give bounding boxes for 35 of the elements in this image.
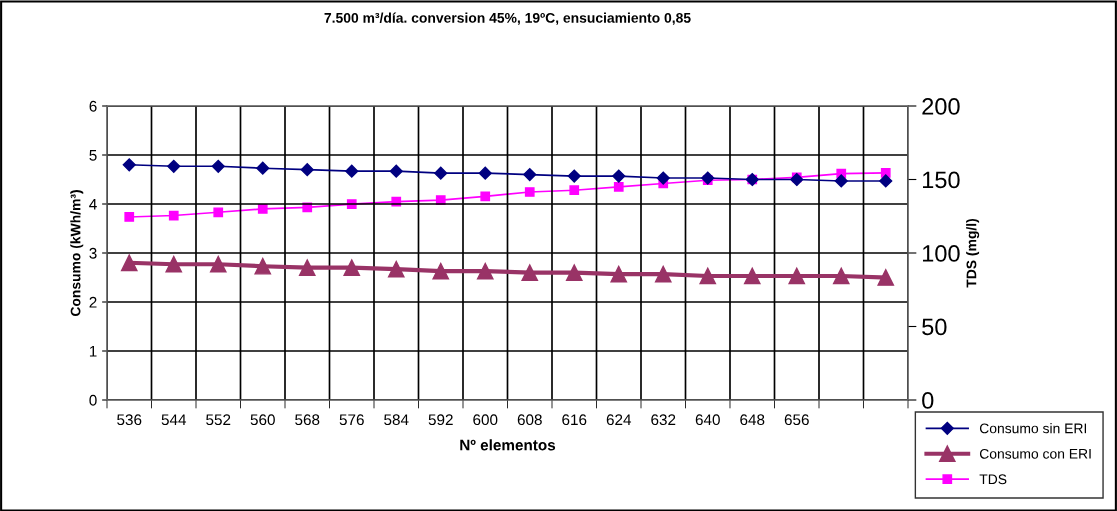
x-tick-label: 560 — [250, 414, 275, 426]
y2-tick-label: 200 — [922, 98, 960, 115]
y-tick-label: 5 — [89, 150, 97, 161]
y-tick-label: 1 — [89, 346, 97, 357]
y2-tick-label: 50 — [922, 318, 947, 336]
x-tick-label: 568 — [295, 414, 320, 426]
y-tick-label: 4 — [89, 199, 97, 210]
legend-label: Consumo con ERI — [979, 448, 1091, 459]
x-tick-label: 600 — [473, 414, 498, 426]
x-tick-label: 552 — [206, 414, 231, 426]
legend-label: TDS — [979, 474, 1007, 485]
x-tick-label: 584 — [384, 414, 409, 426]
x-tick-label: 656 — [784, 414, 809, 426]
x-axis-title: Nº elementos — [460, 439, 556, 451]
x-tick-label: 624 — [606, 414, 632, 426]
x-tick-label: 576 — [339, 414, 364, 426]
y-axis-title: Consumo (kWh/m³) — [70, 190, 84, 317]
y2-tick-label: 150 — [922, 171, 960, 189]
x-tick-label: 608 — [517, 414, 542, 426]
y2-axis-title: TDS (mg/l) — [966, 218, 980, 288]
x-tick-label: 592 — [428, 414, 453, 426]
x-tick-label: 632 — [651, 414, 676, 426]
y2-tick-label: 0 — [922, 392, 934, 409]
y-tick-label: 3 — [89, 247, 97, 259]
x-tick-label: 536 — [117, 414, 142, 426]
y2-tick-label: 100 — [922, 245, 960, 262]
x-tick-label: 640 — [695, 414, 720, 426]
legend-label: Consumo sin ERI — [979, 423, 1087, 434]
x-tick-label: 544 — [161, 414, 187, 426]
x-tick-label: 648 — [740, 414, 765, 426]
x-tick-label: 616 — [562, 414, 587, 426]
y-tick-label: 0 — [89, 394, 97, 406]
y-tick-label: 2 — [89, 296, 97, 308]
chart-title: 7.500 m³/día. conversion 45%, 19ºC, ensuciamiento 0,85 — [324, 12, 691, 25]
y-tick-label: 6 — [89, 100, 97, 112]
